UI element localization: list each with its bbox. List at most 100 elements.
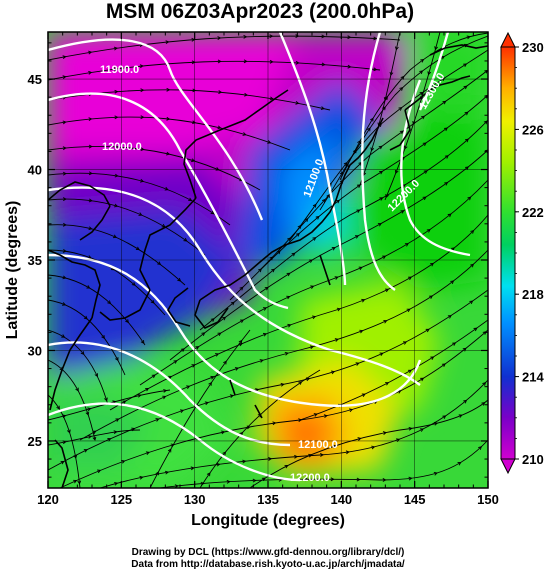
wind-arrowhead bbox=[88, 144, 93, 149]
colorbar: 210 214 218 222 226 230 bbox=[500, 31, 544, 475]
wind-arrowhead bbox=[378, 145, 383, 150]
wind-arrowhead bbox=[336, 307, 341, 312]
wind-arrowhead bbox=[62, 197, 67, 202]
wind-arrowhead bbox=[174, 484, 179, 488]
wind-arrowhead bbox=[330, 477, 335, 482]
wind-arrowhead bbox=[407, 369, 412, 374]
wind-arrowhead bbox=[262, 332, 268, 337]
wind-arrowhead bbox=[463, 399, 468, 404]
wind-arrowhead bbox=[125, 319, 129, 324]
wind-arrowhead bbox=[399, 130, 404, 135]
x-tick-label: 140 bbox=[330, 492, 352, 507]
wind-arrowhead bbox=[385, 194, 389, 199]
wind-arrowhead bbox=[442, 415, 447, 419]
x-tick-label: 145 bbox=[404, 492, 426, 507]
wind-arrowhead bbox=[252, 478, 257, 483]
wind-arrowhead bbox=[382, 106, 386, 111]
wind-arrowhead bbox=[97, 469, 102, 474]
wind-arrowhead bbox=[201, 332, 206, 336]
wind-arrowhead bbox=[373, 67, 378, 72]
wind-arrowhead bbox=[332, 444, 337, 449]
wind-arrowhead bbox=[319, 453, 325, 457]
wind-arrowhead bbox=[464, 138, 469, 143]
y-axis: 25 30 35 40 45 bbox=[28, 42, 488, 478]
wind-arrowhead bbox=[355, 362, 360, 366]
wind-arrowhead bbox=[359, 329, 364, 334]
x-tick-label: 135 bbox=[257, 492, 279, 507]
wind-arrowhead bbox=[269, 34, 274, 39]
wind-arrowhead bbox=[216, 462, 221, 467]
y-tick-label: 40 bbox=[28, 163, 42, 178]
wind-arrowhead bbox=[86, 285, 91, 289]
wind-arrowhead bbox=[73, 479, 78, 484]
x-axis-label: Longitude (degrees) bbox=[191, 512, 345, 529]
wind-arrowhead bbox=[191, 120, 197, 125]
wind-arrowhead bbox=[272, 421, 277, 426]
colorbar-max-arrow bbox=[500, 31, 516, 48]
x-axis: 120 125 130 135 140 145 150 bbox=[37, 32, 499, 507]
colorbar-min-arrow bbox=[500, 458, 516, 475]
wind-arrowhead bbox=[137, 393, 142, 398]
wind-arrowhead bbox=[145, 387, 150, 392]
wind-arrowhead bbox=[361, 298, 366, 303]
contour-label: 12100.0 bbox=[298, 439, 338, 451]
wind-arrowhead bbox=[470, 263, 475, 268]
colorbar-tick-label: 226 bbox=[522, 122, 544, 137]
wind-arrowhead bbox=[107, 437, 112, 442]
wind-arrowhead bbox=[222, 316, 227, 321]
wind-arrowhead bbox=[295, 232, 300, 237]
wind-arrowhead bbox=[121, 460, 126, 464]
wind-arrowhead bbox=[320, 106, 325, 110]
coastlines bbox=[48, 44, 488, 488]
wind-arrowhead bbox=[75, 387, 79, 392]
wind-arrowhead bbox=[107, 300, 112, 305]
wind-arrowhead bbox=[356, 184, 361, 188]
wind-arrowhead bbox=[215, 167, 220, 171]
wind-arrowhead bbox=[427, 71, 432, 76]
wind-arrowhead bbox=[114, 203, 119, 208]
wind-arrowhead bbox=[163, 388, 168, 393]
wind-arrowhead bbox=[262, 307, 268, 311]
colorbar-tick-label: 230 bbox=[522, 40, 544, 55]
wind-arrowhead bbox=[217, 36, 222, 40]
wind-arrowhead bbox=[308, 453, 313, 458]
wind-arrowhead bbox=[62, 55, 67, 60]
wind-arrowhead bbox=[131, 282, 136, 286]
wind-arrowhead bbox=[240, 319, 245, 324]
wind-arrowhead bbox=[383, 97, 388, 102]
wind-arrowhead bbox=[335, 199, 340, 204]
contour-label: 12000.0 bbox=[102, 141, 142, 153]
wind-arrowhead bbox=[425, 328, 430, 333]
wind-arrowhead bbox=[217, 59, 222, 64]
wind-arrowhead bbox=[150, 299, 155, 304]
wind-arrowhead bbox=[447, 213, 452, 218]
wind-arrowhead bbox=[385, 382, 390, 386]
wind-arrowhead bbox=[269, 96, 274, 101]
wind-arrowhead bbox=[113, 46, 118, 51]
wind-arrowhead bbox=[242, 459, 247, 464]
wind-arrowhead bbox=[353, 149, 357, 154]
wind-arrowhead bbox=[457, 462, 462, 466]
wind-arrowhead bbox=[166, 151, 171, 156]
x-tick-label: 120 bbox=[37, 492, 59, 507]
wind-arrowhead bbox=[246, 425, 251, 430]
wind-arrowhead bbox=[140, 115, 145, 120]
wind-arrowhead bbox=[186, 385, 191, 389]
wind-arrowhead bbox=[62, 171, 67, 176]
wind-arrowhead bbox=[450, 280, 455, 285]
wind-arrowhead bbox=[151, 374, 156, 379]
wind-arrowhead bbox=[433, 471, 438, 476]
wind-arrowhead bbox=[190, 466, 195, 471]
wind-arrowhead bbox=[422, 196, 427, 201]
wind-arrowhead bbox=[167, 448, 172, 453]
wind-arrowhead bbox=[276, 250, 281, 255]
wind-arrowhead bbox=[334, 338, 339, 342]
x-tick-label: 150 bbox=[477, 492, 499, 507]
wind-arrowhead bbox=[166, 87, 171, 92]
wind-arrowhead bbox=[313, 413, 318, 417]
wind-arrowhead bbox=[88, 70, 93, 75]
wind-arrowhead bbox=[155, 471, 159, 476]
wind-arrowhead bbox=[188, 197, 193, 202]
wind-arrowhead bbox=[258, 268, 262, 273]
wind-arrowhead bbox=[165, 40, 170, 45]
